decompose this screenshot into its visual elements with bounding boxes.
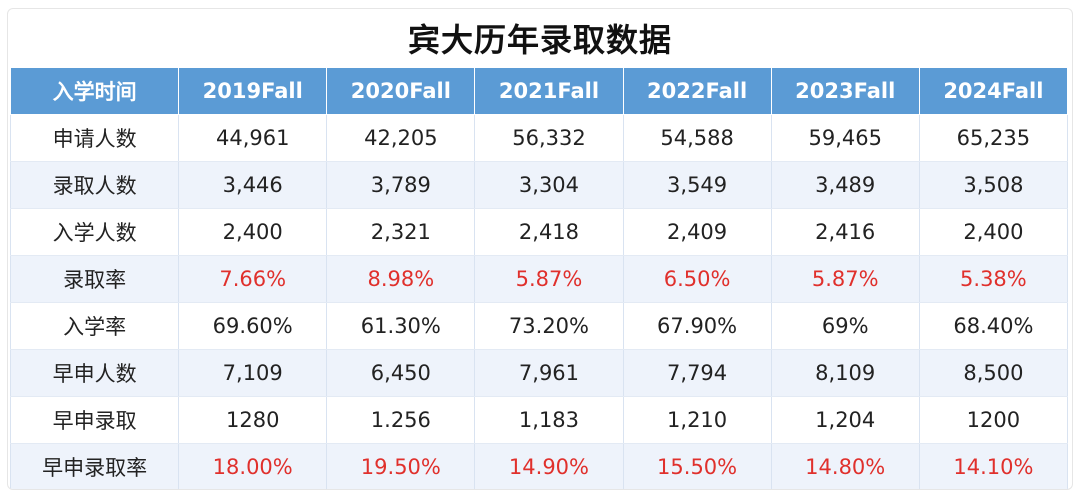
table-cell: 1,204 [770,396,920,444]
table-cell: 42,205 [326,114,476,162]
table-cell: 3,489 [770,161,920,209]
table-cell: 1200 [918,396,1069,444]
table-title: 宾大历年录取数据 [407,21,672,59]
table-cell: 65,235 [918,114,1069,162]
header-cell: 2024Fall [918,67,1069,115]
table-cell: 67.90% [622,302,772,350]
table-row: 早申人数 7,109 6,450 7,961 7,794 8,109 8,500 [9,349,1069,397]
header-cell: 2022Fall [622,67,772,115]
row-label: 早申录取率 [9,443,180,489]
table-cell: 18.00% [178,443,328,489]
table-row: 录取率 7.66% 8.98% 5.87% 6.50% 5.87% 5.38% [9,255,1069,303]
admission-table: 入学时间 2019Fall 2020Fall 2021Fall 2022Fall… [9,67,1069,489]
table-cell: 3,446 [178,161,328,209]
table-cell: 3,549 [622,161,772,209]
table-cell: 15.50% [622,443,772,489]
table-row: 早申录取 1280 1.256 1,183 1,210 1,204 1200 [9,396,1069,444]
table-cell: 8,109 [770,349,920,397]
table-cell: 1,210 [622,396,772,444]
table-cell: 2,418 [474,208,624,256]
table-row: 早申录取率 18.00% 19.50% 14.90% 15.50% 14.80%… [9,443,1069,489]
row-label: 录取人数 [9,161,180,209]
table-cell: 7,794 [622,349,772,397]
table-cell: 56,332 [474,114,624,162]
table-cell: 14.10% [918,443,1069,489]
table-cell: 5.87% [474,255,624,303]
header-cell: 2021Fall [474,67,624,115]
table-cell: 2,400 [918,208,1069,256]
table-cell: 1280 [178,396,328,444]
table-cell: 5.87% [770,255,920,303]
table-cell: 7,109 [178,349,328,397]
table-cell: 2,400 [178,208,328,256]
table-cell: 14.80% [770,443,920,489]
header-cell: 2023Fall [770,67,920,115]
header-cell: 2020Fall [326,67,476,115]
table-cell: 3,304 [474,161,624,209]
table-cell: 3,789 [326,161,476,209]
table-cell: 69% [770,302,920,350]
table-cell: 59,465 [770,114,920,162]
table-cell: 73.20% [474,302,624,350]
table-cell: 6.50% [622,255,772,303]
table-row: 录取人数 3,446 3,789 3,304 3,549 3,489 3,508 [9,161,1069,209]
admission-data-sheet: 宾大历年录取数据 入学时间 2019Fall 2020Fall 2021Fall… [7,8,1073,490]
table-cell: 8,500 [918,349,1069,397]
table-row: 申请人数 44,961 42,205 56,332 54,588 59,465 … [9,114,1069,162]
table-cell: 8.98% [326,255,476,303]
header-cell: 入学时间 [9,67,180,115]
table-row: 入学人数 2,400 2,321 2,418 2,409 2,416 2,400 [9,208,1069,256]
table-cell: 14.90% [474,443,624,489]
table-cell: 1.256 [326,396,476,444]
table-cell: 2,409 [622,208,772,256]
table-cell: 5.38% [918,255,1069,303]
table-cell: 54,588 [622,114,772,162]
table-cell: 2,416 [770,208,920,256]
table-cell: 3,508 [918,161,1069,209]
header-cell: 2019Fall [178,67,328,115]
row-label: 早申人数 [9,349,180,397]
table-cell: 6,450 [326,349,476,397]
table-cell: 1,183 [474,396,624,444]
header-row: 入学时间 2019Fall 2020Fall 2021Fall 2022Fall… [9,67,1069,115]
table-cell: 7.66% [178,255,328,303]
row-label: 申请人数 [9,114,180,162]
row-label: 录取率 [9,255,180,303]
table-cell: 2,321 [326,208,476,256]
table-cell: 44,961 [178,114,328,162]
row-label: 入学率 [9,302,180,350]
row-label: 早申录取 [9,396,180,444]
table-cell: 61.30% [326,302,476,350]
row-label: 入学人数 [9,208,180,256]
table-row: 入学率 69.60% 61.30% 73.20% 67.90% 69% 68.4… [9,302,1069,350]
table-cell: 68.40% [918,302,1069,350]
table-cell: 7,961 [474,349,624,397]
table-cell: 69.60% [178,302,328,350]
table-cell: 19.50% [326,443,476,489]
